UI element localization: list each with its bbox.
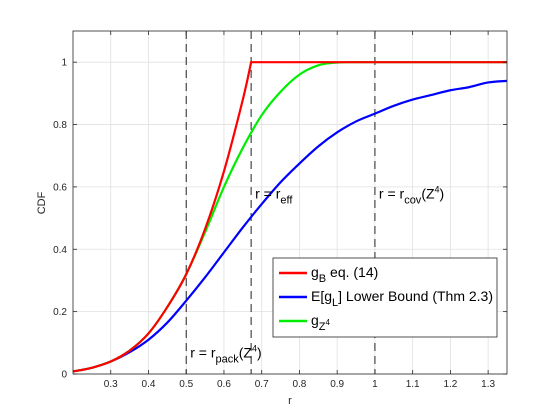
y-tick-label: 0.6 bbox=[53, 182, 67, 193]
x-tick-label: 0.5 bbox=[179, 379, 193, 390]
x-tick-label: 0.6 bbox=[217, 379, 231, 390]
plot-frame bbox=[72, 30, 508, 375]
x-axis-label: r bbox=[288, 395, 292, 407]
y-tick-label: 0.8 bbox=[53, 120, 67, 131]
x-tick-label: 0.8 bbox=[292, 379, 306, 390]
annotation: r = reff bbox=[255, 186, 293, 207]
x-tick-label: 0.7 bbox=[255, 379, 269, 390]
y-tick-label: 0.2 bbox=[53, 307, 67, 318]
legend-label: E[gL] Lower Bound (Thm 2.3) bbox=[311, 288, 493, 309]
x-tick-label: 1.3 bbox=[481, 379, 495, 390]
x-tick-label: 1 bbox=[372, 379, 378, 390]
series-lines bbox=[72, 61, 508, 373]
reference-lines bbox=[185, 31, 376, 374]
x-tick-label: 1.1 bbox=[406, 379, 420, 390]
y-tick-label: 0 bbox=[61, 370, 67, 381]
axis-ticks: 0.3 0.4 0.5 0.6 0.7 0.8 0.9 1 1.1 1.2 1.3 0 0.2 0.4 0.… bbox=[53, 31, 507, 390]
legend-label: gB eq. (14) bbox=[311, 264, 378, 285]
y-tick-label: 0.4 bbox=[53, 245, 67, 256]
legend-label: gZ4 bbox=[311, 312, 331, 333]
legend: gB eq. (14) E[gL] Lower Bound (Thm 2.3) gZ… bbox=[272, 257, 498, 338]
series-line bbox=[72, 79, 508, 373]
x-tick-label: 0.3 bbox=[104, 379, 118, 390]
x-tick-label: 1.2 bbox=[443, 379, 457, 390]
x-tick-label: 0.9 bbox=[330, 379, 344, 390]
annotations: r = reff r = rcov(Z4) r = rpack(Z4) bbox=[190, 185, 444, 366]
annotation: r = rcov(Z4) bbox=[379, 185, 444, 207]
y-axis-label: CDF bbox=[36, 191, 48, 214]
series-line bbox=[72, 61, 507, 373]
x-tick-label: 0.4 bbox=[142, 379, 156, 390]
y-tick-label: 1 bbox=[61, 58, 67, 69]
annotation: r = rpack(Z4) bbox=[190, 344, 261, 366]
legend-box bbox=[272, 257, 498, 338]
